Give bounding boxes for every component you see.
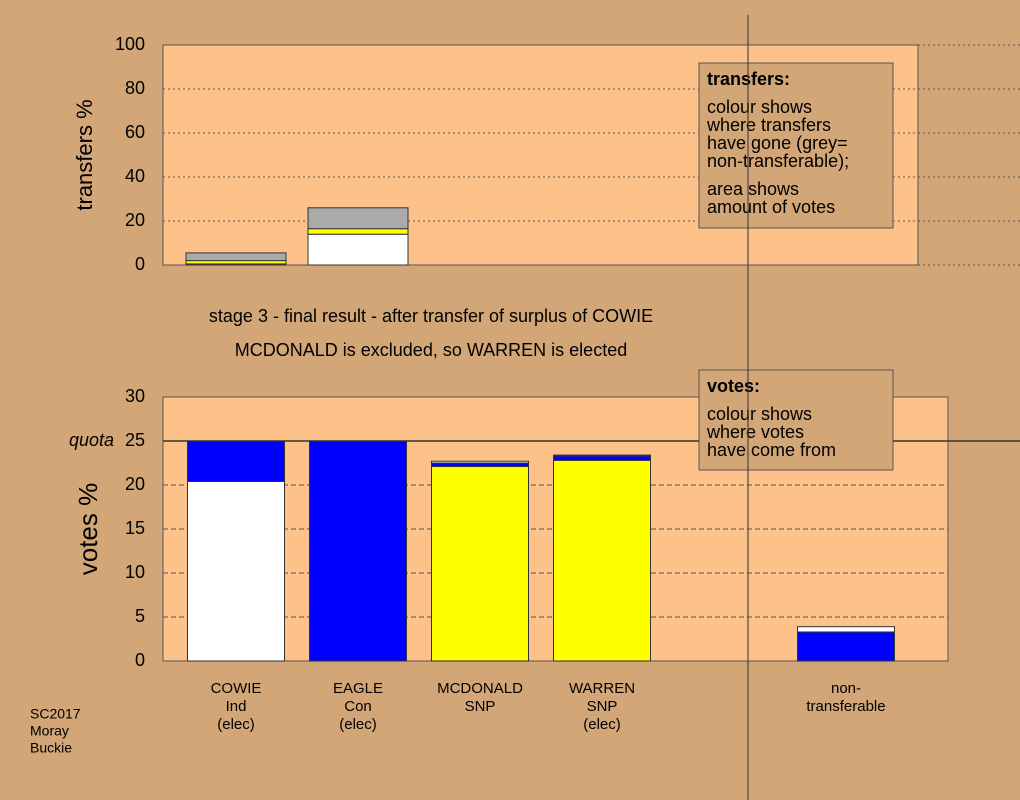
y-tick-label: 60 <box>125 122 145 142</box>
y-tick-label: 5 <box>135 606 145 626</box>
bar-segment <box>307 207 409 230</box>
x-tick-label: (elec) <box>583 716 621 733</box>
bar-segment <box>553 459 651 662</box>
note-line: amount of votes <box>707 197 835 217</box>
y-tick-label: 0 <box>135 650 145 670</box>
note-line: where transfers <box>706 115 831 135</box>
bar-segment <box>307 233 409 266</box>
bar-segment <box>431 460 529 464</box>
footer-text: Buckie <box>30 740 72 756</box>
y-tick-label: 100 <box>115 34 145 54</box>
x-tick-label: transferable <box>806 698 885 715</box>
x-tick-label: SNP <box>465 698 496 715</box>
x-tick-label: Con <box>344 698 372 715</box>
x-tick-label: EAGLE <box>333 680 383 697</box>
bar-segment <box>431 462 529 468</box>
note-line: have gone (grey= <box>707 133 848 153</box>
y-axis-label: votes % <box>73 483 103 576</box>
note-box <box>698 62 894 229</box>
y-axis-label: transfers % <box>72 99 97 210</box>
note-line: colour shows <box>707 97 812 117</box>
bar-segment <box>431 466 529 662</box>
bar-segment <box>307 228 409 235</box>
bar-segment <box>309 440 407 662</box>
bar-segment <box>553 455 651 461</box>
x-tick-label: SNP <box>587 698 618 715</box>
x-tick-label: WARREN <box>569 680 635 697</box>
note-title: votes: <box>707 376 760 396</box>
y-tick-label: 15 <box>125 518 145 538</box>
footer-text: SC2017 <box>30 706 81 722</box>
chart-subtitle: MCDONALD is excluded, so WARREN is elect… <box>235 340 627 360</box>
x-tick-label: MCDONALD <box>437 680 523 697</box>
y-tick-label: 25 <box>125 430 145 450</box>
x-tick-label: non- <box>831 680 861 697</box>
note-box <box>698 369 894 471</box>
y-tick-label: 20 <box>125 474 145 494</box>
note-line: have come from <box>707 440 836 460</box>
bar-segment <box>797 631 895 662</box>
x-tick-label: (elec) <box>339 716 377 733</box>
bar-segment <box>187 480 285 662</box>
bar-segment <box>797 626 895 633</box>
note-line: area shows <box>707 179 799 199</box>
y-tick-label: 80 <box>125 78 145 98</box>
note-line: non-transferable); <box>707 151 849 171</box>
footer-text: Moray <box>30 723 69 739</box>
y-tick-label: 30 <box>125 386 145 406</box>
x-tick-label: (elec) <box>217 716 255 733</box>
x-tick-label: COWIE <box>211 680 262 697</box>
y-tick-label: 40 <box>125 166 145 186</box>
quota-label: quota <box>69 430 114 450</box>
x-tick-label: Ind <box>226 698 247 715</box>
y-tick-label: 10 <box>125 562 145 582</box>
note-line: colour shows <box>707 404 812 424</box>
bar-segment <box>187 440 285 482</box>
bar-segment <box>553 454 651 457</box>
note-line: where votes <box>706 422 804 442</box>
y-tick-label: 20 <box>125 210 145 230</box>
bar-segment <box>185 252 287 262</box>
note-title: transfers: <box>707 69 790 89</box>
chart-title: stage 3 - final result - after transfer … <box>209 306 653 326</box>
y-tick-label: 0 <box>135 254 145 274</box>
